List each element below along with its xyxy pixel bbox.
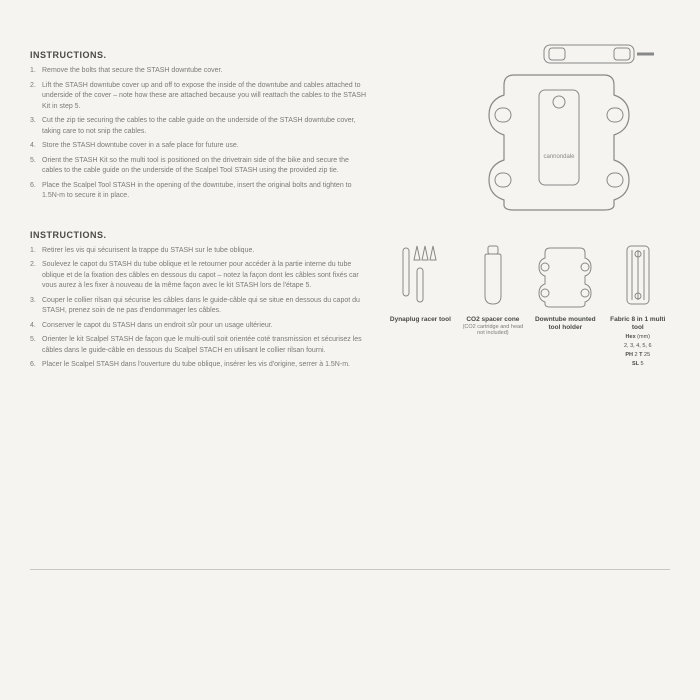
main-assembly-illustration: cannondale (388, 40, 670, 220)
spec-sizes: 2, 3, 4, 5, 6 (606, 343, 670, 350)
divider-line (30, 569, 670, 570)
components-row: Dynaplug racer tool CO2 spacer cone (CO2… (388, 240, 670, 368)
step: 4.Store the STASH downtube cover in a sa… (30, 141, 368, 152)
step: 5.Orienter le kit Scalpel STASH de façon… (30, 335, 368, 356)
step: 6.Placer le Scalpel STASH dans l'ouvertu… (30, 360, 368, 371)
steps-fr: 1.Retirer les vis qui sécurisent la trap… (30, 246, 368, 371)
step: 1.Remove the bolts that secure the STASH… (30, 66, 368, 77)
co2-icon (468, 240, 518, 310)
tool-holder-assembly-icon: cannondale (399, 40, 659, 220)
instructions-en: INSTRUCTIONS. 1.Remove the bolts that se… (30, 50, 368, 202)
illustration-column: cannondale Dynaplug racer tool (388, 40, 670, 399)
step: 1.Retirer les vis qui sécurisent la trap… (30, 246, 368, 257)
label: Downtube mounted tool holder (533, 316, 597, 332)
component-co2: CO2 spacer cone (CO2 cartridge and head … (461, 240, 525, 368)
instructions-column: INSTRUCTIONS. 1.Remove the bolts that se… (30, 40, 368, 399)
step: 6.Place the Scalpel Tool STASH in the op… (30, 181, 368, 202)
holder-icon (535, 240, 595, 310)
page-content: INSTRUCTIONS. 1.Remove the bolts that se… (30, 40, 670, 399)
multitool-icon (613, 240, 663, 310)
component-holder: Downtube mounted tool holder (533, 240, 597, 368)
step: 3.Couper le collier rilsan qui sécurise … (30, 296, 368, 317)
step: 2.Soulevez le capot du STASH du tube obl… (30, 260, 368, 292)
heading-fr: INSTRUCTIONS. (30, 230, 368, 240)
spec-ph-t: PH 2 T 25 (606, 352, 670, 359)
step: 3.Cut the zip tie securing the cables to… (30, 116, 368, 137)
step: 2.Lift the STASH downtube cover up and o… (30, 81, 368, 113)
instructions-fr: INSTRUCTIONS. 1.Retirer les vis qui sécu… (30, 230, 368, 371)
step: 5.Orient the STASH Kit so the multi tool… (30, 156, 368, 177)
sublabel: (CO2 cartridge and head not included) (461, 324, 525, 337)
label: Fabric 8 in 1 multi tool (606, 316, 670, 332)
label: Dynaplug racer tool (388, 316, 452, 324)
label: CO2 spacer cone (461, 316, 525, 324)
component-dynaplug: Dynaplug racer tool (388, 240, 452, 368)
spec-hex: Hex (mm) (606, 334, 670, 341)
step: 4.Conserver le capot du STASH dans un en… (30, 321, 368, 332)
spec-sl: SL 5 (606, 361, 670, 368)
heading-en: INSTRUCTIONS. (30, 50, 368, 60)
dynaplug-icon (395, 240, 445, 310)
steps-en: 1.Remove the bolts that secure the STASH… (30, 66, 368, 202)
brand-label: cannondale (544, 154, 576, 160)
component-multitool: Fabric 8 in 1 multi tool Hex (mm) 2, 3, … (606, 240, 670, 368)
